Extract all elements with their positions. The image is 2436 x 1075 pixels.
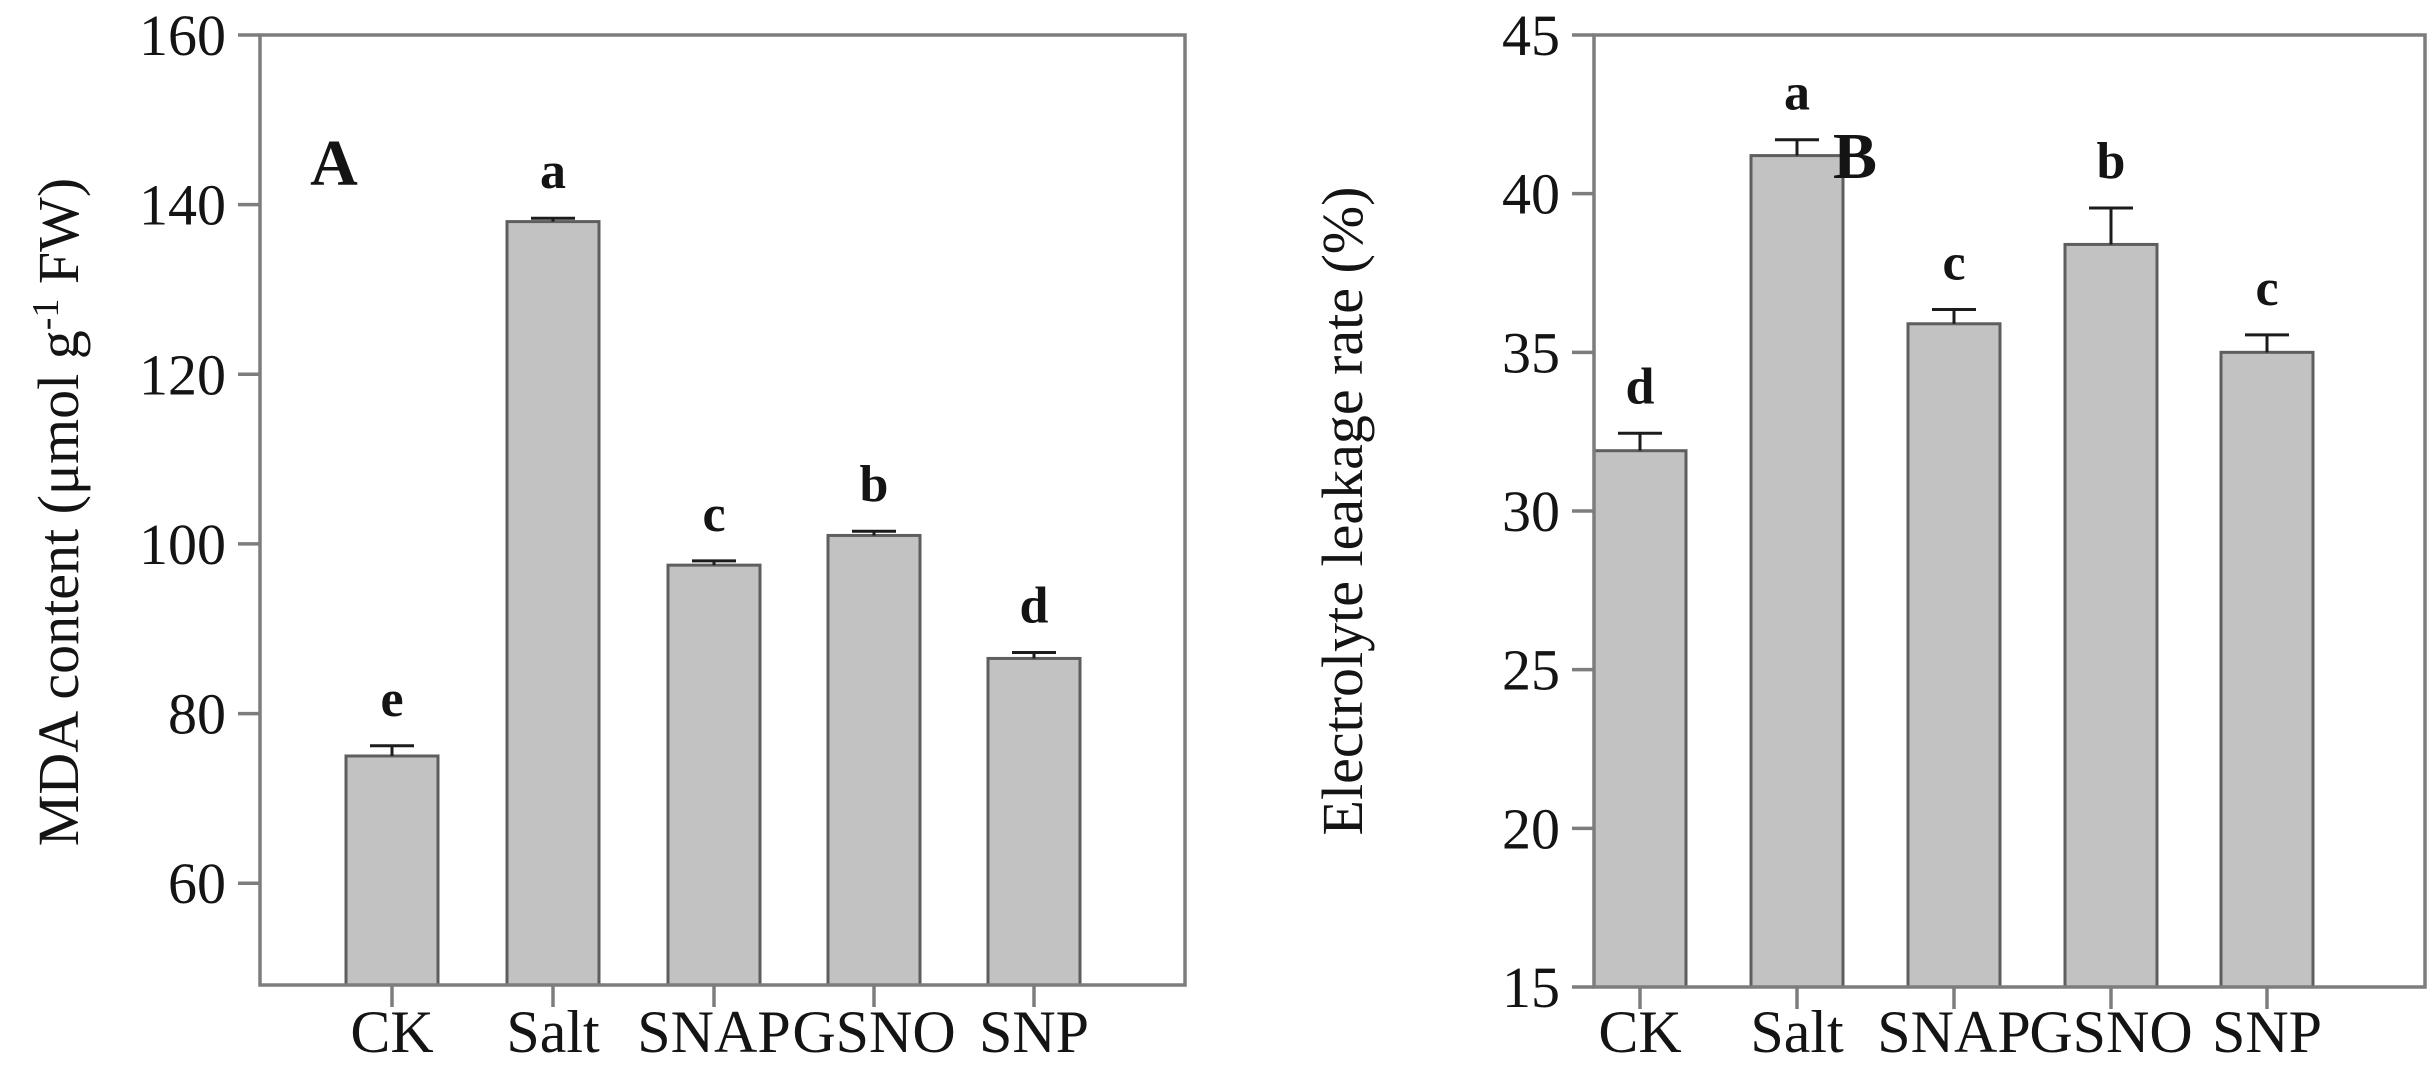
y-tick-label-b-25: 25: [1502, 638, 1560, 703]
bar-snap: [1906, 322, 2002, 989]
sig-letter-snp: c: [2255, 260, 2278, 317]
y-axis-title-a: MDA content (μmol g-1 FW): [25, 178, 91, 846]
panel-a: e a c b d 60 80 100 120 140 160 CK Salt SNAP GSNO SNP MD…: [25, 3, 1187, 1065]
y-tick-label-a-80: 80: [168, 682, 226, 747]
y-tick-label-a-120: 120: [139, 342, 226, 407]
bar-salt: [505, 220, 601, 987]
x-label-snp: SNP: [979, 999, 1089, 1065]
y-tick-label-a-60: 60: [168, 851, 226, 916]
sig-letter-snap: c: [702, 486, 725, 543]
sig-letter-ck: d: [1626, 358, 1655, 415]
bar-gsno: [2063, 242, 2159, 989]
panel-letter-b: B: [1833, 120, 1877, 193]
sig-letter-snp: d: [1020, 578, 1049, 635]
bar-snp: [2219, 350, 2315, 989]
sig-letter-salt: a: [1784, 65, 1810, 122]
bar-ck: [1592, 449, 1688, 989]
y-tick-label-a-140: 140: [139, 173, 226, 238]
axis-box-a: [258, 33, 1187, 987]
y-tick-label-a-100: 100: [139, 512, 226, 577]
x-label-snap: SNAP: [637, 999, 790, 1065]
x-label-snap: SNAP: [1877, 999, 2030, 1065]
bar-salt: [1749, 154, 1845, 989]
x-label-ck: CK: [350, 999, 433, 1065]
bar-snp: [986, 656, 1082, 987]
x-label-ck: CK: [1598, 999, 1681, 1065]
sig-letter-salt: a: [540, 143, 566, 200]
panel-letter-a: A: [310, 127, 358, 200]
sig-letter-gsno: b: [2097, 133, 2126, 190]
y-tick-label-b-40: 40: [1502, 162, 1560, 227]
y-tick-label-b-35: 35: [1502, 320, 1560, 385]
bar-gsno: [826, 533, 922, 987]
x-label-salt: Salt: [506, 999, 600, 1065]
x-label-gsno: GSNO: [792, 999, 955, 1065]
x-label-salt: Salt: [1750, 999, 1844, 1065]
y-axis-title-b: Electrolyte leakage rate (%): [1310, 187, 1375, 836]
y-tick-label-a-160: 160: [139, 3, 226, 68]
bar-snap: [666, 563, 762, 987]
sig-letter-gsno: b: [860, 456, 889, 513]
sig-letter-ck: e: [380, 671, 403, 728]
bar-ck: [344, 754, 440, 987]
y-tick-label-b-20: 20: [1502, 796, 1560, 861]
sig-letter-snap: c: [1942, 234, 1965, 291]
x-label-gsno: GSNO: [2029, 999, 2192, 1065]
y-tick-label-b-30: 30: [1502, 479, 1560, 544]
y-tick-label-b-45: 45: [1502, 3, 1560, 68]
y-tick-label-b-15: 15: [1502, 955, 1560, 1020]
x-label-snp: SNP: [2212, 999, 2322, 1065]
